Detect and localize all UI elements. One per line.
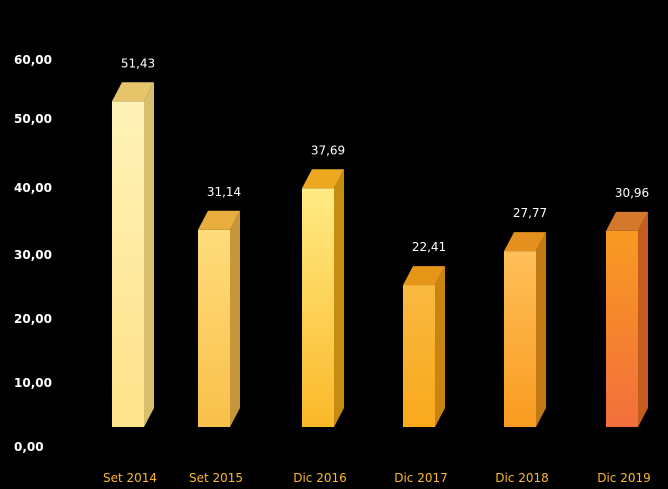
- data-label: 30,96: [615, 186, 649, 200]
- data-label: 51,43: [121, 56, 155, 70]
- bar-front: [112, 101, 144, 427]
- bar-side: [638, 211, 648, 427]
- bar-side: [334, 169, 344, 427]
- y-tick-label: 20,00: [14, 312, 52, 326]
- bar: 30,96: [606, 186, 649, 427]
- data-label: 37,69: [311, 143, 345, 157]
- bar-top: [403, 266, 445, 286]
- bar-front: [198, 229, 230, 427]
- bar: 51,43: [112, 56, 155, 427]
- bar-series: 51,43 31,14 37,69 22,41 27,77 30,96: [112, 56, 649, 427]
- bar-top: [112, 82, 154, 102]
- bar-top: [606, 211, 648, 231]
- bar-top: [198, 210, 240, 230]
- y-tick-label: 30,00: [14, 248, 52, 262]
- x-tick-label: Dic 2016: [293, 471, 347, 485]
- bar: 27,77: [504, 206, 547, 427]
- bar-front: [403, 285, 435, 427]
- x-tick-label: Dic 2019: [597, 471, 651, 485]
- y-tick-label: 0,00: [14, 440, 44, 454]
- bar-side: [536, 232, 546, 427]
- data-label: 27,77: [513, 206, 547, 220]
- bar: 22,41: [403, 240, 446, 427]
- y-tick-label: 50,00: [14, 112, 52, 126]
- bar: 31,14: [198, 185, 241, 427]
- bar-front: [302, 188, 334, 427]
- bar-side: [230, 210, 240, 427]
- x-axis: Set 2014 Set 2015 Dic 2016 Dic 2017 Dic 2018…: [103, 471, 651, 485]
- bar-side: [144, 82, 154, 427]
- x-tick-label: Set 2014: [103, 471, 157, 485]
- data-label: 31,14: [207, 185, 241, 199]
- bar-top: [504, 232, 546, 252]
- bar-side: [435, 266, 445, 427]
- x-tick-label: Dic 2017: [394, 471, 448, 485]
- bar: 37,69: [302, 143, 345, 427]
- bar-top: [302, 169, 344, 189]
- x-tick-label: Set 2015: [189, 471, 243, 485]
- y-tick-label: 10,00: [14, 376, 52, 390]
- bar-front: [606, 230, 638, 427]
- y-axis: 0,00 10,00 20,00 30,00 40,00 50,00 60,00: [14, 53, 52, 454]
- y-tick-label: 60,00: [14, 53, 52, 67]
- y-tick-label: 40,00: [14, 181, 52, 195]
- data-label: 22,41: [412, 240, 446, 254]
- bar-front: [504, 251, 536, 427]
- x-tick-label: Dic 2018: [495, 471, 549, 485]
